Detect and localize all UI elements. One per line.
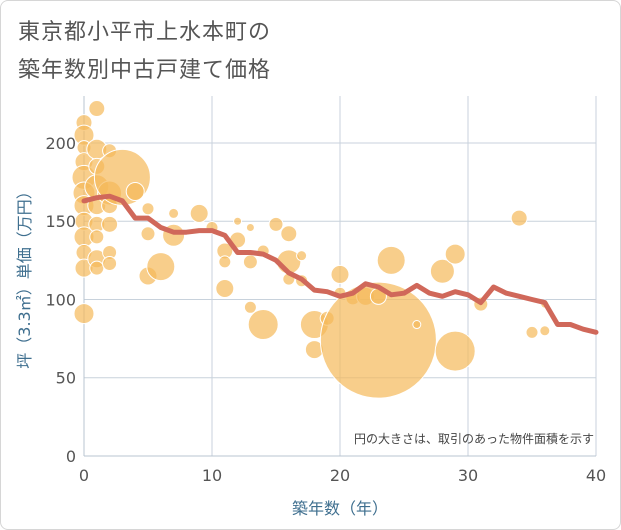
bubble-point bbox=[243, 300, 257, 314]
bubble-point bbox=[218, 255, 232, 269]
bubble-point bbox=[330, 264, 350, 284]
bubble-point bbox=[376, 245, 406, 275]
bubble-point bbox=[168, 207, 180, 219]
y-tick-label: 100 bbox=[45, 290, 76, 309]
y-axis-label: 坪（3.3㎡）単価（万円） bbox=[15, 183, 34, 368]
bubble-point bbox=[434, 330, 476, 372]
bubble-point bbox=[89, 229, 105, 245]
bubble-point bbox=[539, 325, 551, 337]
size-note: 円の大きさは、取引のあった物件面積を示す bbox=[354, 431, 594, 446]
chart-title-line2: 築年数別中古戸建て価格 bbox=[18, 58, 272, 83]
bubble-point bbox=[525, 325, 539, 339]
bubble-point bbox=[101, 215, 119, 233]
y-tick-label: 0 bbox=[66, 447, 76, 466]
bubble-point bbox=[141, 202, 155, 216]
x-axis-label: 築年数（年） bbox=[292, 499, 388, 518]
x-tick-label: 20 bbox=[330, 466, 350, 485]
bubble-point bbox=[215, 279, 235, 299]
bubble-point bbox=[280, 225, 298, 243]
y-axis-ticks: 0 50 100 150 200 bbox=[45, 134, 76, 466]
bubble-point bbox=[429, 258, 455, 284]
trend-line bbox=[81, 193, 599, 335]
bubble-point bbox=[412, 320, 422, 330]
bubble-point bbox=[268, 216, 284, 232]
bubble-point bbox=[296, 250, 308, 262]
bubble-point bbox=[189, 203, 209, 223]
y-tick-label: 50 bbox=[56, 369, 76, 388]
x-axis-ticks: 0 10 20 30 40 bbox=[79, 466, 606, 485]
bubble-point bbox=[125, 181, 145, 201]
x-tick-label: 30 bbox=[458, 466, 478, 485]
y-tick-label: 200 bbox=[45, 134, 76, 153]
bubble-point bbox=[102, 255, 118, 271]
bubble-point bbox=[233, 216, 243, 226]
x-tick-label: 10 bbox=[202, 466, 222, 485]
bubble-point bbox=[89, 260, 105, 276]
bubble-point bbox=[146, 252, 176, 282]
bubble-point bbox=[88, 100, 106, 118]
bubble-point bbox=[245, 222, 255, 232]
x-tick-label: 0 bbox=[79, 466, 89, 485]
bubble-point bbox=[319, 281, 437, 399]
bubble-point bbox=[510, 209, 528, 227]
x-tick-label: 40 bbox=[586, 466, 606, 485]
y-tick-label: 150 bbox=[45, 212, 76, 231]
bubble-point bbox=[247, 309, 279, 341]
bubble-point bbox=[73, 303, 95, 325]
trend-series bbox=[81, 193, 599, 335]
chart-title-line1: 東京都小平市上水本町の bbox=[18, 20, 272, 45]
bubble-point bbox=[444, 243, 466, 265]
bubble-point bbox=[242, 254, 258, 270]
bubble-point bbox=[140, 226, 156, 242]
